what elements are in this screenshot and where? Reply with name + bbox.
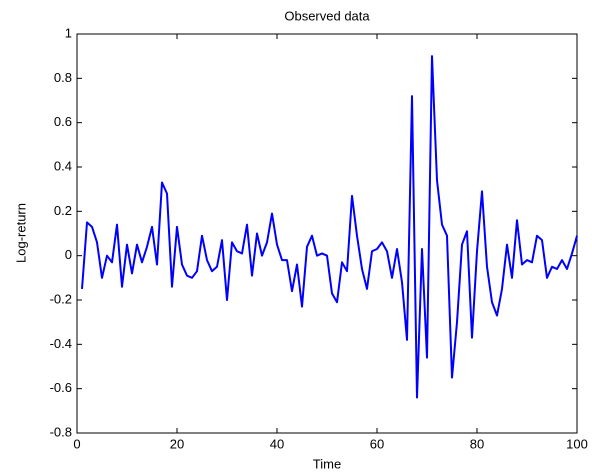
x-tick-label: 100	[566, 436, 588, 451]
x-tick-label: 80	[470, 436, 484, 451]
y-tick-label: 0.8	[54, 70, 72, 85]
y-tick-label: 0.2	[54, 203, 72, 218]
y-tick-label: 0	[65, 247, 72, 262]
x-tick-label: 20	[170, 436, 184, 451]
y-tick-label: -0.2	[50, 291, 72, 306]
y-tick-label: 0.4	[54, 158, 72, 173]
data-line	[81, 55, 578, 399]
plot-area	[76, 33, 578, 434]
y-tick-label: 0.6	[54, 114, 72, 129]
x-axis-label: Time	[313, 456, 341, 471]
y-axis-label: Log-return	[13, 203, 28, 263]
x-tick-label: 0	[73, 436, 80, 451]
x-tick-label: 60	[370, 436, 384, 451]
y-tick-label: -0.4	[50, 336, 72, 351]
y-tick-label: -0.8	[50, 424, 72, 439]
x-tick-label: 40	[270, 436, 284, 451]
y-tick-label: -0.6	[50, 380, 72, 395]
y-tick-label: 1	[65, 25, 72, 40]
chart-title: Observed data	[284, 8, 370, 23]
